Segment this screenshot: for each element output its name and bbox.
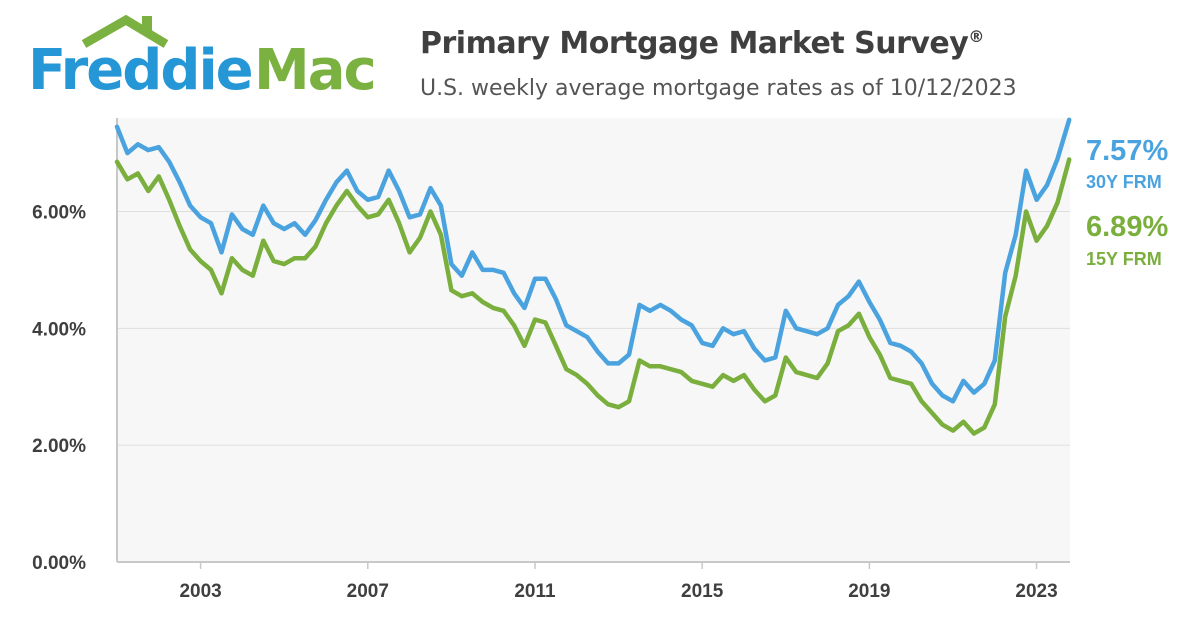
end-value-label: 7.57% <box>1086 135 1168 167</box>
logo-word-mac: Mac <box>254 38 377 103</box>
series-line-15y-frm <box>114 157 1072 436</box>
y-tick-label: 2.00% <box>32 436 86 457</box>
house-roof-icon <box>81 14 168 48</box>
x-tick-label: 2011 <box>514 581 556 602</box>
chart-title-text: Primary Mortgage Market Survey <box>420 26 969 61</box>
y-tick-label: 6.00% <box>32 202 86 223</box>
x-tick-label: 2019 <box>848 581 890 602</box>
chart-subtitle: U.S. weekly average mortgage rates as of… <box>420 76 1017 101</box>
logo-word-freddie: Freddie <box>28 38 254 103</box>
y-tick-label: 4.00% <box>32 319 86 340</box>
freddie-mac-logo: Freddie Mac <box>22 14 382 106</box>
x-tick-label: 2015 <box>681 581 724 602</box>
x-tick-label: 2023 <box>1015 581 1057 602</box>
series-name-label: 30Y FRM <box>1086 172 1162 192</box>
plot-area <box>117 118 1070 562</box>
registered-mark: ® <box>968 27 984 46</box>
y-tick-label: 0.00% <box>32 553 86 574</box>
series-name-label: 15Y FRM <box>1086 249 1162 269</box>
chart-title: Primary Mortgage Market Survey® <box>420 26 984 61</box>
end-value-label: 6.89% <box>1086 211 1168 243</box>
x-tick-label: 2003 <box>179 581 221 602</box>
x-tick-label: 2007 <box>347 581 389 602</box>
series-line-30y-frm <box>114 117 1072 404</box>
